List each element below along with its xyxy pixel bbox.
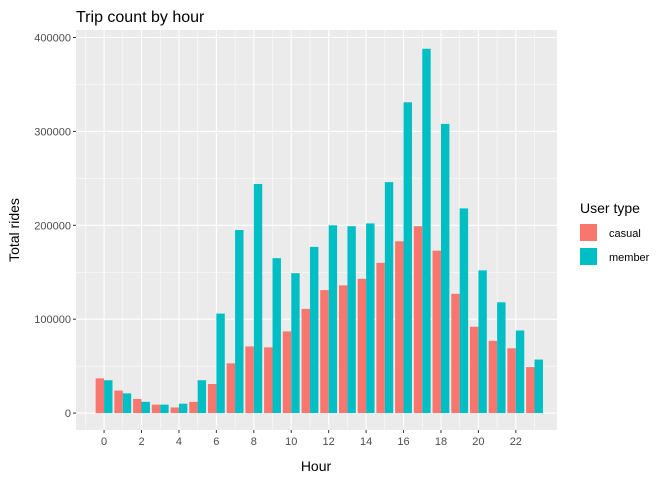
bar-member-hour-6 bbox=[216, 313, 225, 414]
bar-member-hour-20 bbox=[478, 270, 487, 414]
y-axis-title: Total rides bbox=[6, 198, 22, 262]
bar-casual-hour-11 bbox=[301, 308, 310, 414]
x-axis: 0 2 4 6 8 10 12 14 16 18 20 22 bbox=[101, 430, 522, 448]
x-tick-label: 8 bbox=[251, 436, 257, 448]
bar-casual-hour-4 bbox=[170, 407, 179, 414]
x-tick-label: 16 bbox=[397, 436, 409, 448]
x-tick-label: 12 bbox=[323, 436, 335, 448]
bar-casual-hour-3 bbox=[151, 404, 161, 414]
y-axis: 0 100000 200000 300000 400000 bbox=[34, 33, 76, 420]
legend-item-member: member bbox=[580, 248, 650, 265]
x-tick-label: 20 bbox=[472, 436, 484, 448]
y-tick-label: 0 bbox=[65, 408, 71, 420]
bar-casual-hour-22 bbox=[507, 348, 516, 414]
x-tick-label: 18 bbox=[435, 436, 447, 448]
bar-casual-hour-17 bbox=[413, 226, 423, 414]
x-tick-label: 22 bbox=[510, 436, 522, 448]
bar-member-hour-21 bbox=[497, 302, 506, 414]
bar-member-hour-19 bbox=[459, 208, 469, 414]
bar-member-hour-8 bbox=[253, 183, 263, 414]
bar-casual-hour-10 bbox=[282, 331, 292, 414]
bar-member-hour-14 bbox=[366, 223, 375, 414]
bar-member-hour-2 bbox=[141, 401, 150, 414]
y-tick-label: 100000 bbox=[34, 314, 71, 326]
bar-casual-hour-8 bbox=[245, 346, 254, 414]
bar-member-hour-15 bbox=[384, 182, 394, 414]
bar-member-hour-23 bbox=[534, 359, 543, 414]
x-tick-label: 4 bbox=[176, 436, 182, 448]
bar-casual-hour-0 bbox=[95, 378, 105, 414]
bar-member-hour-12 bbox=[328, 225, 338, 414]
x-tick-label: 14 bbox=[360, 436, 372, 448]
bar-casual-hour-7 bbox=[226, 363, 236, 414]
bar-member-hour-13 bbox=[347, 226, 356, 414]
bar-member-hour-16 bbox=[403, 102, 412, 414]
chart-title: Trip count by hour bbox=[76, 9, 205, 26]
bar-casual-hour-20 bbox=[469, 326, 479, 414]
y-tick-label: 400000 bbox=[34, 33, 71, 45]
x-tick-label: 0 bbox=[101, 436, 107, 448]
bar-casual-hour-23 bbox=[526, 367, 535, 414]
bar-member-hour-18 bbox=[440, 123, 450, 414]
legend-key-casual bbox=[580, 224, 597, 241]
bar-member-hour-3 bbox=[160, 404, 169, 414]
bars bbox=[95, 48, 543, 414]
bar-casual-hour-5 bbox=[189, 401, 198, 414]
bar-member-hour-10 bbox=[291, 273, 300, 414]
legend-item-casual: casual bbox=[580, 224, 641, 241]
legend-label-casual: casual bbox=[609, 228, 641, 240]
bar-member-hour-22 bbox=[515, 330, 525, 414]
bar-member-hour-7 bbox=[235, 230, 244, 414]
bar-casual-hour-1 bbox=[114, 390, 123, 414]
bar-member-hour-4 bbox=[178, 403, 188, 414]
bar-casual-hour-16 bbox=[395, 241, 404, 414]
bar-casual-hour-21 bbox=[488, 340, 498, 414]
bar-member-hour-0 bbox=[104, 380, 113, 414]
bar-casual-hour-18 bbox=[432, 250, 441, 414]
bar-casual-hour-15 bbox=[376, 262, 385, 414]
bar-member-hour-11 bbox=[309, 246, 319, 414]
legend-title: User type bbox=[580, 200, 640, 216]
bar-casual-hour-12 bbox=[320, 290, 329, 414]
x-tick-label: 10 bbox=[285, 436, 297, 448]
legend: User type casual member bbox=[580, 200, 650, 265]
x-axis-title: Hour bbox=[301, 458, 332, 474]
bar-casual-hour-13 bbox=[338, 285, 348, 414]
y-tick-label: 200000 bbox=[34, 220, 71, 232]
bar-member-hour-9 bbox=[272, 258, 281, 414]
bar-casual-hour-6 bbox=[207, 383, 217, 414]
bar-member-hour-1 bbox=[122, 393, 132, 414]
bar-member-hour-5 bbox=[197, 380, 207, 414]
bar-casual-hour-9 bbox=[264, 347, 273, 414]
legend-label-member: member bbox=[609, 252, 650, 264]
y-tick-label: 300000 bbox=[34, 126, 71, 138]
bar-casual-hour-2 bbox=[133, 399, 142, 414]
bar-casual-hour-19 bbox=[451, 293, 460, 414]
bar-casual-hour-14 bbox=[357, 278, 367, 414]
x-tick-label: 2 bbox=[138, 436, 144, 448]
x-tick-label: 6 bbox=[213, 436, 219, 448]
legend-key-member bbox=[580, 248, 597, 265]
bar-member-hour-17 bbox=[422, 48, 431, 414]
